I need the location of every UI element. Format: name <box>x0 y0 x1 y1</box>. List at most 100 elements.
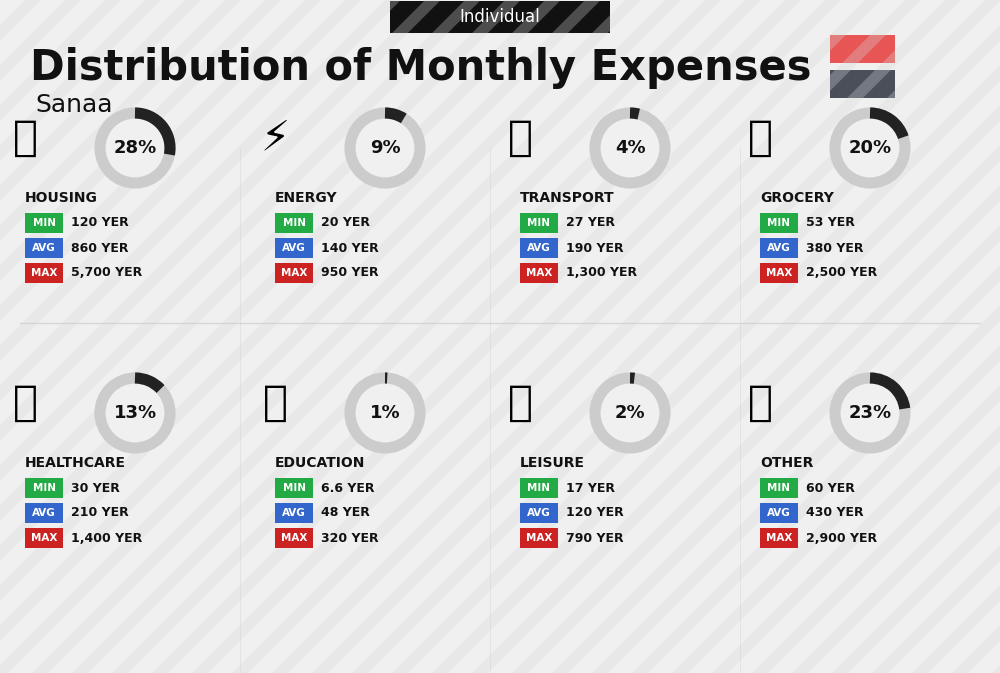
Circle shape <box>96 109 174 187</box>
Text: AVG: AVG <box>32 243 56 253</box>
Text: MAX: MAX <box>526 533 552 543</box>
Text: 2,500 YER: 2,500 YER <box>806 267 877 279</box>
Text: 30 YER: 30 YER <box>71 481 120 495</box>
Text: 860 YER: 860 YER <box>71 242 128 254</box>
FancyBboxPatch shape <box>520 528 558 548</box>
Text: 27 YER: 27 YER <box>566 217 615 229</box>
Text: 1,300 YER: 1,300 YER <box>566 267 637 279</box>
Text: MIN: MIN <box>768 483 790 493</box>
Text: HOUSING: HOUSING <box>25 191 98 205</box>
FancyBboxPatch shape <box>25 528 63 548</box>
Text: MAX: MAX <box>31 533 57 543</box>
Text: 60 YER: 60 YER <box>806 481 855 495</box>
FancyBboxPatch shape <box>760 478 798 498</box>
Text: 190 YER: 190 YER <box>566 242 624 254</box>
Text: 320 YER: 320 YER <box>321 532 379 544</box>
Text: AVG: AVG <box>282 508 306 518</box>
Text: 17 YER: 17 YER <box>566 481 615 495</box>
Text: Distribution of Monthly Expenses: Distribution of Monthly Expenses <box>30 47 812 89</box>
Text: MIN: MIN <box>768 218 790 228</box>
Text: 210 YER: 210 YER <box>71 507 129 520</box>
FancyBboxPatch shape <box>275 238 313 258</box>
Text: GROCERY: GROCERY <box>760 191 834 205</box>
FancyBboxPatch shape <box>520 263 558 283</box>
Text: 🥗: 🥗 <box>748 117 772 159</box>
FancyBboxPatch shape <box>275 503 313 523</box>
FancyBboxPatch shape <box>275 213 313 233</box>
Text: 9%: 9% <box>370 139 400 157</box>
Text: 4%: 4% <box>615 139 645 157</box>
Circle shape <box>591 109 669 187</box>
FancyBboxPatch shape <box>275 478 313 498</box>
Text: AVG: AVG <box>527 243 551 253</box>
Text: 140 YER: 140 YER <box>321 242 379 254</box>
Text: MIN: MIN <box>283 483 306 493</box>
Circle shape <box>346 374 424 452</box>
Text: 53 YER: 53 YER <box>806 217 855 229</box>
Circle shape <box>831 374 909 452</box>
Circle shape <box>591 374 669 452</box>
FancyBboxPatch shape <box>520 238 558 258</box>
FancyBboxPatch shape <box>390 1 610 33</box>
Text: 1,400 YER: 1,400 YER <box>71 532 142 544</box>
Text: 2%: 2% <box>615 404 645 422</box>
Text: 28%: 28% <box>113 139 157 157</box>
FancyBboxPatch shape <box>25 503 63 523</box>
Text: 1%: 1% <box>370 404 400 422</box>
Text: MAX: MAX <box>766 533 792 543</box>
FancyBboxPatch shape <box>760 503 798 523</box>
FancyBboxPatch shape <box>830 70 895 98</box>
FancyBboxPatch shape <box>830 35 895 63</box>
Text: 💊: 💊 <box>12 382 38 424</box>
Text: 23%: 23% <box>848 404 892 422</box>
Text: 120 YER: 120 YER <box>71 217 129 229</box>
Circle shape <box>346 109 424 187</box>
Text: 🎓: 🎓 <box>262 382 288 424</box>
Text: MIN: MIN <box>32 218 56 228</box>
Text: MAX: MAX <box>281 533 307 543</box>
Text: TRANSPORT: TRANSPORT <box>520 191 615 205</box>
Text: Sanaa: Sanaa <box>35 93 112 117</box>
FancyBboxPatch shape <box>275 528 313 548</box>
Text: 20 YER: 20 YER <box>321 217 370 229</box>
Text: 430 YER: 430 YER <box>806 507 864 520</box>
Text: MAX: MAX <box>31 268 57 278</box>
Text: 790 YER: 790 YER <box>566 532 624 544</box>
Text: AVG: AVG <box>527 508 551 518</box>
FancyBboxPatch shape <box>760 528 798 548</box>
Text: ENERGY: ENERGY <box>275 191 338 205</box>
Text: MIN: MIN <box>283 218 306 228</box>
FancyBboxPatch shape <box>275 263 313 283</box>
FancyBboxPatch shape <box>25 263 63 283</box>
FancyBboxPatch shape <box>760 238 798 258</box>
Text: 48 YER: 48 YER <box>321 507 370 520</box>
Text: AVG: AVG <box>32 508 56 518</box>
Text: OTHER: OTHER <box>760 456 813 470</box>
Text: MAX: MAX <box>281 268 307 278</box>
Text: 380 YER: 380 YER <box>806 242 864 254</box>
Text: MIN: MIN <box>32 483 56 493</box>
Text: MIN: MIN <box>528 218 550 228</box>
FancyBboxPatch shape <box>520 503 558 523</box>
Text: 6.6 YER: 6.6 YER <box>321 481 374 495</box>
FancyBboxPatch shape <box>25 238 63 258</box>
FancyBboxPatch shape <box>760 213 798 233</box>
Text: AVG: AVG <box>767 508 791 518</box>
Text: MAX: MAX <box>766 268 792 278</box>
Text: 5,700 YER: 5,700 YER <box>71 267 142 279</box>
FancyBboxPatch shape <box>520 213 558 233</box>
Circle shape <box>96 374 174 452</box>
Text: MIN: MIN <box>528 483 550 493</box>
Text: 🏢: 🏢 <box>12 117 38 159</box>
Text: 13%: 13% <box>113 404 157 422</box>
Text: 950 YER: 950 YER <box>321 267 379 279</box>
Text: AVG: AVG <box>767 243 791 253</box>
Text: 🛍: 🛍 <box>508 382 532 424</box>
Text: 👜: 👜 <box>748 382 772 424</box>
FancyBboxPatch shape <box>520 478 558 498</box>
FancyBboxPatch shape <box>760 263 798 283</box>
Text: 120 YER: 120 YER <box>566 507 624 520</box>
Text: AVG: AVG <box>282 243 306 253</box>
Text: 2,900 YER: 2,900 YER <box>806 532 877 544</box>
Text: ⚡: ⚡ <box>260 117 290 159</box>
